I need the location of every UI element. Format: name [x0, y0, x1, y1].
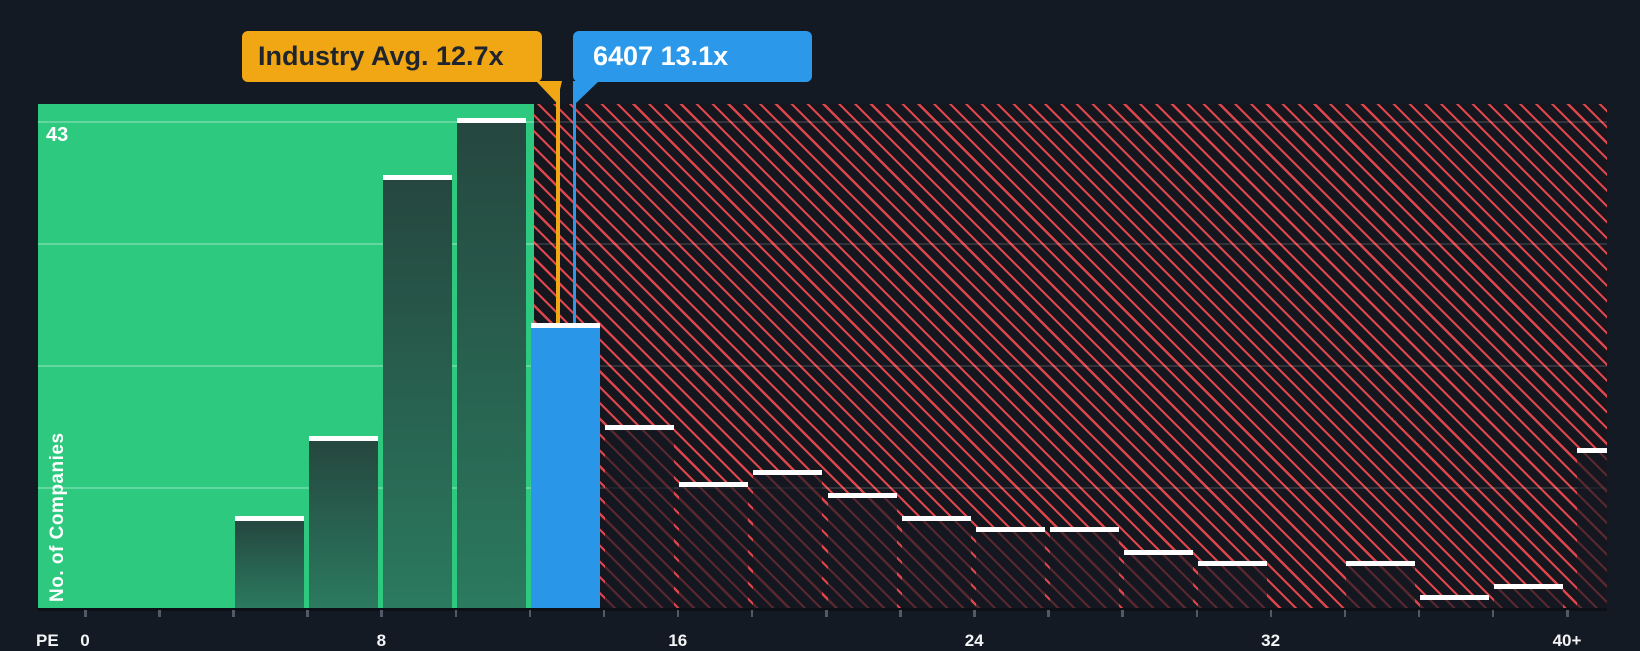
bar-pe-12-14[interactable]: [531, 322, 601, 608]
bar-pe-34-36[interactable]: [1346, 561, 1416, 608]
x-tick-16: [676, 610, 680, 617]
gridline: [534, 120, 1607, 123]
y-axis-max-value-label: 43: [46, 124, 69, 146]
gridline: [38, 242, 534, 245]
x-axis-title: PE: [36, 631, 59, 650]
gridline: [38, 486, 534, 489]
bar-pe-16-18[interactable]: [679, 481, 749, 608]
bar-pe-38-40[interactable]: [1494, 583, 1564, 608]
x-tick-18: [750, 610, 754, 617]
bar-pe-36-38[interactable]: [1420, 595, 1490, 608]
x-tick-26: [1047, 610, 1050, 617]
bar-pe-24-26[interactable]: [975, 527, 1045, 608]
bar-pe-40-plus[interactable]: [1577, 447, 1607, 608]
x-tick-14: [602, 610, 606, 617]
y-axis-title: No. of Companies: [47, 432, 68, 602]
x-tick-28: [1121, 610, 1124, 617]
above-industry-average-hatched-zone: [534, 104, 1607, 608]
bar-pe-20-22[interactable]: [827, 493, 897, 608]
x-tick-label-40+: 40+: [1552, 631, 1582, 650]
x-tick-20: [825, 610, 828, 617]
x-tick-24: [973, 610, 976, 617]
gridline: [534, 364, 1607, 367]
bar-pe-14-16[interactable]: [605, 424, 675, 608]
gridline: [38, 364, 534, 367]
bar-pe-8-10[interactable]: [382, 175, 452, 608]
industry-average-marker-line: [555, 82, 561, 327]
x-tick-40: [1566, 610, 1569, 617]
x-tick-22: [899, 610, 902, 617]
x-tick-label-24: 24: [964, 631, 984, 650]
bar-pe-4-6[interactable]: [234, 515, 304, 608]
x-tick-2: [158, 610, 161, 617]
bar-pe-30-32[interactable]: [1198, 561, 1268, 608]
x-tick-8: [380, 610, 383, 617]
gridline: [534, 242, 1607, 245]
bar-pe-6-8[interactable]: [308, 436, 378, 608]
company-callout: 6407 13.1x: [573, 31, 812, 82]
x-tick-12: [528, 610, 532, 617]
x-tick-label-32: 32: [1261, 631, 1281, 650]
x-tick-label-16: 16: [668, 631, 688, 650]
industry-average-callout: Industry Avg. 12.7x: [242, 31, 542, 82]
x-tick-0: [84, 610, 87, 617]
x-tick-label-8: 8: [376, 631, 387, 650]
bar-pe-22-24[interactable]: [901, 515, 971, 608]
x-tick-30: [1195, 610, 1198, 617]
bar-pe-26-28[interactable]: [1049, 527, 1119, 608]
bar-pe-10-12[interactable]: [457, 118, 527, 608]
x-axis-line: [38, 608, 1607, 611]
gridline: [534, 486, 1607, 489]
company-marker-line: [572, 82, 577, 323]
bar-pe-28-30[interactable]: [1123, 549, 1193, 608]
x-tick-34: [1343, 610, 1347, 617]
x-tick-38: [1491, 610, 1495, 617]
x-tick-32: [1269, 610, 1273, 617]
gridline: [38, 120, 534, 123]
x-tick-label-0: 0: [80, 631, 90, 650]
x-tick-4: [232, 610, 235, 617]
x-tick-36: [1417, 610, 1421, 617]
x-tick-10: [454, 610, 457, 617]
x-tick-6: [306, 610, 309, 617]
bar-pe-18-20[interactable]: [753, 470, 823, 608]
